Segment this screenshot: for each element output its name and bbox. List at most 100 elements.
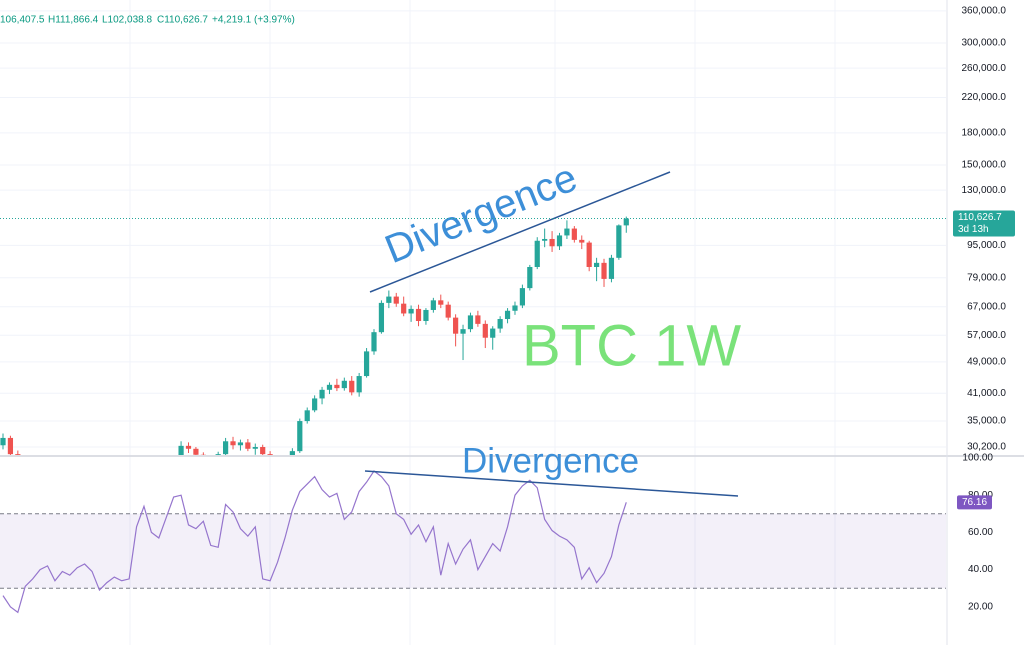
candle-body [482, 323, 488, 338]
candle-body [171, 459, 176, 467]
candle-body [75, 488, 80, 499]
y-tick-label: 30,200.0 [967, 442, 1006, 453]
candle-body [237, 442, 244, 446]
y-tick-label: 67,000.0 [967, 301, 1006, 312]
y-tick-label: 95,000.0 [967, 240, 1006, 251]
candle-body [67, 483, 72, 488]
last-value-box [957, 495, 992, 510]
candle-body [408, 308, 414, 314]
candle-body [534, 240, 540, 267]
candle-body [475, 315, 481, 324]
candle-body [127, 474, 132, 477]
candle-body [564, 228, 570, 236]
candle-body [141, 467, 146, 471]
candle-body [326, 384, 333, 390]
candle-body [245, 442, 251, 449]
candle-body [519, 288, 525, 306]
candle-body [304, 410, 310, 422]
y-tick-label: 35,000.0 [967, 416, 1006, 427]
candle-body [208, 462, 213, 466]
candle-body [623, 218, 629, 226]
candle-body [0, 437, 6, 446]
y-tick-label: 100.00 [962, 453, 993, 464]
y-tick-label: 49,000.0 [967, 356, 1006, 367]
candle-body [112, 470, 117, 472]
candle-body [82, 494, 87, 499]
candle-body [571, 228, 577, 240]
candle-body [556, 235, 563, 247]
candle-body [319, 389, 325, 399]
candle-body [608, 257, 615, 279]
last-price-label: 110,626.7 [958, 212, 1002, 223]
candle-body [252, 447, 258, 449]
y-tick-label: 300,000.0 [962, 38, 1007, 49]
candle-body [289, 451, 295, 455]
vertical-grid [129, 0, 836, 645]
candle-body [341, 380, 347, 389]
candle-body [30, 473, 35, 483]
candle-body [430, 300, 436, 310]
candle-body [415, 308, 422, 322]
candle-body [97, 476, 102, 479]
candle-body [504, 310, 511, 320]
candle-body [38, 480, 43, 484]
candle-body [200, 454, 206, 455]
candle-body [312, 398, 318, 411]
header: 106,407.5 H111,866.4 L102,038.8 C110,626… [0, 15, 295, 26]
candle-body [542, 238, 548, 241]
y-tick-label: 360,000.0 [962, 6, 1007, 17]
candle-body [512, 305, 518, 311]
candle-body [164, 465, 169, 468]
candle-body [193, 448, 199, 455]
candle-body [267, 454, 273, 455]
low-value: L102,038.8 [102, 15, 152, 26]
candle-body [490, 328, 496, 338]
candle-body [104, 470, 109, 479]
y-tick-label: 150,000.0 [962, 160, 1007, 171]
y-tick-label: 57,000.0 [967, 330, 1006, 341]
trend-line [364, 470, 739, 497]
candle-body [594, 262, 600, 267]
y-tick-label: 220,000.0 [962, 92, 1007, 103]
y-tick-label: 130,000.0 [962, 185, 1007, 196]
candle-body [297, 421, 303, 452]
price-pane [0, 216, 629, 499]
candle-body [616, 225, 622, 258]
candle-body [386, 296, 392, 303]
candle-body [579, 239, 585, 243]
annotation: Divergence [462, 441, 639, 480]
candle-body [45, 480, 50, 486]
y-tick-label: 20.00 [968, 601, 993, 612]
candle-body [134, 467, 139, 474]
high-value: H111,866.4 [48, 15, 99, 26]
candle-body [423, 309, 429, 322]
candle-body [282, 467, 287, 468]
candle-body [334, 384, 340, 389]
candle-body [230, 441, 236, 446]
close-value: C110,626.7 [157, 15, 208, 26]
candle-body [438, 300, 444, 305]
countdown-label: 3d 13h [958, 224, 989, 235]
candle-body [401, 303, 407, 314]
candle-body [445, 304, 451, 318]
y-tick-label: 260,000.0 [962, 63, 1007, 74]
y-tick-label: 41,000.0 [967, 388, 1006, 399]
candle-body [156, 465, 161, 468]
axes: 360,000.0 300,000.0 260,000.0 220,000.0 180,… [962, 6, 1007, 613]
candle-body [23, 465, 28, 473]
y-tick-label: 40.00 [968, 564, 993, 575]
y-tick-label: 180,000.0 [962, 128, 1007, 139]
candle-body [52, 486, 57, 495]
candle-body [371, 332, 377, 352]
change-value: +4,219.1 (+3.97%) [212, 15, 295, 26]
rsi-line [2, 470, 627, 614]
candle-body [378, 302, 385, 333]
candle-body [223, 441, 229, 455]
candle-body [497, 319, 503, 329]
candle-body [260, 447, 266, 455]
candle-body [467, 315, 474, 330]
candle-body [586, 242, 592, 267]
candle-body [393, 296, 399, 304]
candle-body [119, 472, 124, 477]
